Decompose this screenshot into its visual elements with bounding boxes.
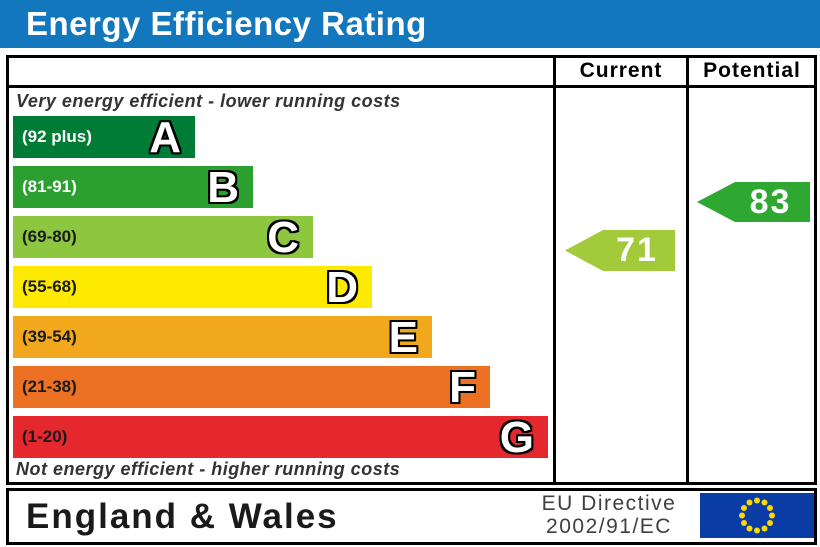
header-divider [6, 85, 817, 88]
band-row-d: (55-68) D [13, 263, 372, 312]
top-note: Very energy efficient - lower running co… [16, 91, 401, 111]
current-rating-value: 71 [616, 231, 658, 269]
potential-rating-value: 83 [749, 183, 792, 221]
region-label: England & Wales [26, 497, 339, 536]
title-bar: Energy Efficiency Rating [0, 0, 820, 48]
band-letter: E [388, 313, 418, 362]
band-range-label: (69-80) [22, 227, 77, 246]
band-row-g: (1-20) G [13, 413, 548, 462]
band-row-e: (39-54) E [13, 313, 432, 362]
band-range-label: (92 plus) [22, 127, 92, 146]
band-row-c: (69-80) C [13, 213, 313, 262]
band-row-b: (81-91) B [13, 163, 253, 212]
band-range-label: (81-91) [22, 177, 77, 196]
band-letter: A [149, 113, 181, 162]
band-letter: C [267, 213, 299, 262]
eu-flag-icon [700, 493, 814, 538]
eu-directive-text: EU Directive 2002/91/EC [523, 492, 695, 540]
band-row-f: (21-38) F [13, 363, 490, 412]
band-letter: G [499, 413, 534, 462]
eu-directive-line1: EU Directive [541, 492, 677, 515]
band-range-label: (55-68) [22, 277, 77, 296]
band-letter: D [326, 263, 358, 312]
band-letter: F [449, 363, 476, 412]
band-range-label: (1-20) [22, 427, 68, 446]
potential-rating-arrow: 83 [697, 182, 810, 222]
left-arrow-icon [565, 230, 675, 271]
band-range-label: (39-54) [22, 327, 77, 346]
bottom-note: Not energy efficient - higher running co… [16, 459, 401, 479]
current-column-divider [553, 55, 556, 485]
left-arrow-icon [697, 182, 810, 222]
column-header-current: Current [579, 59, 663, 82]
page-title: Energy Efficiency Rating [26, 5, 427, 42]
band-letter: B [207, 163, 239, 212]
band-range-label: (21-38) [22, 377, 77, 396]
footer [6, 488, 817, 545]
potential-column-divider [686, 55, 689, 485]
eu-directive-line2: 2002/91/EC [546, 515, 672, 538]
current-rating-arrow: 71 [565, 230, 675, 271]
column-header-potential: Potential [703, 59, 801, 82]
band-row-a: (92 plus) A [13, 113, 195, 162]
